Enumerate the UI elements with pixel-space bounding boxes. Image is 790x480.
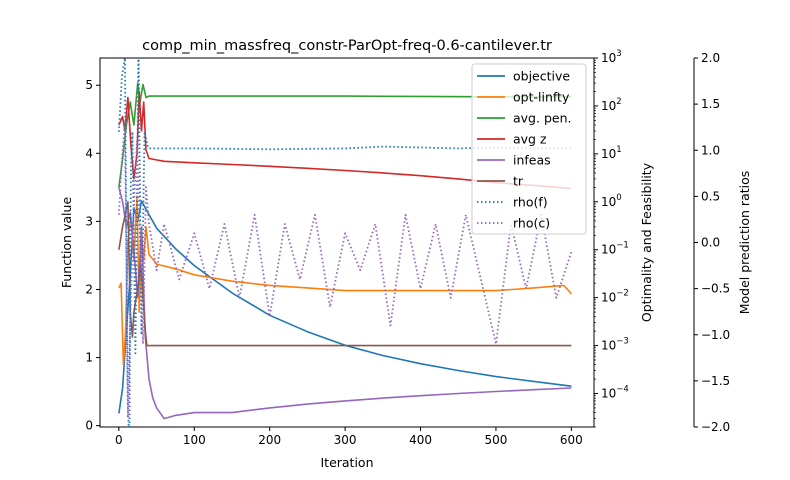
y-right2-tick-label: 2.0 bbox=[701, 51, 720, 65]
x-tick-label: 500 bbox=[485, 433, 508, 447]
tick-exponent: 1 bbox=[616, 145, 621, 155]
legend-label: infeas bbox=[513, 153, 551, 168]
legend-label: rho(c) bbox=[513, 216, 550, 231]
x-tick-label: 100 bbox=[183, 433, 206, 447]
y-right1-tick-label: 101 bbox=[601, 145, 622, 161]
y-left-tick-label: 2 bbox=[85, 282, 93, 296]
y-right2-axis-label: Model prediction ratios bbox=[737, 171, 752, 315]
y-left-tick-label: 3 bbox=[85, 214, 93, 228]
y-right1-axis-label: Optimality and Feasibility bbox=[639, 162, 654, 322]
tick-base: 10 bbox=[601, 147, 616, 161]
legend-frame bbox=[471, 63, 587, 235]
tick-exponent: −3 bbox=[616, 337, 629, 347]
y-right1-tick-label: 102 bbox=[601, 97, 622, 113]
tick-base: 10 bbox=[601, 243, 616, 257]
tick-exponent: 3 bbox=[616, 49, 621, 59]
y-right2-tick-label: 0.5 bbox=[701, 189, 720, 203]
x-tick-label: 400 bbox=[409, 433, 432, 447]
legend-label: rho(f) bbox=[513, 195, 548, 210]
tick-base: 10 bbox=[601, 195, 616, 209]
y-right2-axis: −2.0 −1.5 −1.0 −0.5 0.0 0.5 1.0 1.5 2.0 bbox=[694, 51, 730, 434]
y-left-tick-label: 0 bbox=[85, 419, 93, 433]
y-left-axis: 0 1 2 3 4 5 bbox=[85, 78, 100, 433]
series-line-infeas bbox=[118, 187, 572, 420]
y-right1-tick-label: 10−3 bbox=[601, 337, 629, 353]
tick-base: 10 bbox=[601, 51, 616, 65]
x-tick-label: 300 bbox=[334, 433, 357, 447]
y-right2-tick-label: −1.5 bbox=[701, 374, 730, 388]
legend: objective opt-linfty avg. pen. avg z infeas t… bbox=[471, 63, 587, 235]
y-right2-tick-label: −1.0 bbox=[701, 328, 730, 342]
y-right2-tick-label: −0.5 bbox=[701, 282, 730, 296]
tick-exponent: −1 bbox=[616, 241, 629, 251]
series-line-avg-z bbox=[118, 90, 572, 190]
tick-base: 10 bbox=[601, 291, 616, 305]
x-tick-label: 600 bbox=[560, 433, 583, 447]
y-right2-tick-label: −2.0 bbox=[701, 420, 730, 434]
legend-label: avg z bbox=[513, 132, 547, 147]
legend-label: opt-linfty bbox=[513, 90, 570, 105]
series-layer bbox=[118, 58, 573, 427]
tick-exponent: −2 bbox=[616, 289, 629, 299]
tick-exponent: 0 bbox=[616, 193, 621, 203]
y-right1-tick-label: 10−4 bbox=[601, 384, 629, 400]
y-right1-tick-label: 103 bbox=[601, 49, 622, 65]
y-right1-tick-label: 10−1 bbox=[601, 241, 629, 257]
x-tick-label: 200 bbox=[258, 433, 281, 447]
x-axis: 0 100 200 300 400 500 600 bbox=[115, 427, 583, 447]
legend-label: avg. pen. bbox=[513, 111, 571, 126]
y-right1-tick-label: 100 bbox=[601, 193, 622, 209]
series-line-rho-f bbox=[118, 58, 572, 427]
plot-area bbox=[99, 57, 595, 428]
y-right2-tick-label: 1.5 bbox=[701, 97, 720, 111]
y-right2-tick-label: 0.0 bbox=[701, 236, 720, 250]
tick-base: 10 bbox=[601, 99, 616, 113]
y-left-tick-label: 5 bbox=[85, 78, 93, 92]
tick-base: 10 bbox=[601, 386, 616, 400]
tick-exponent: −4 bbox=[616, 384, 629, 394]
y-right2-tick-label: 1.0 bbox=[701, 143, 720, 157]
tick-exponent: 2 bbox=[616, 97, 621, 107]
y-left-axis-label: Function value bbox=[59, 197, 74, 289]
chart-title: comp_min_massfreq_constr-ParOpt-freq-0.6… bbox=[142, 38, 552, 54]
x-axis-label: Iteration bbox=[320, 455, 373, 470]
legend-label: objective bbox=[513, 69, 570, 84]
y-left-tick-label: 1 bbox=[85, 351, 93, 365]
y-right1-tick-label: 10−2 bbox=[601, 289, 629, 305]
y-left-tick-label: 4 bbox=[85, 146, 93, 160]
x-tick-label: 0 bbox=[115, 433, 123, 447]
tick-base: 10 bbox=[601, 339, 616, 353]
series-line-objective bbox=[118, 200, 572, 414]
legend-label: tr bbox=[513, 174, 524, 189]
